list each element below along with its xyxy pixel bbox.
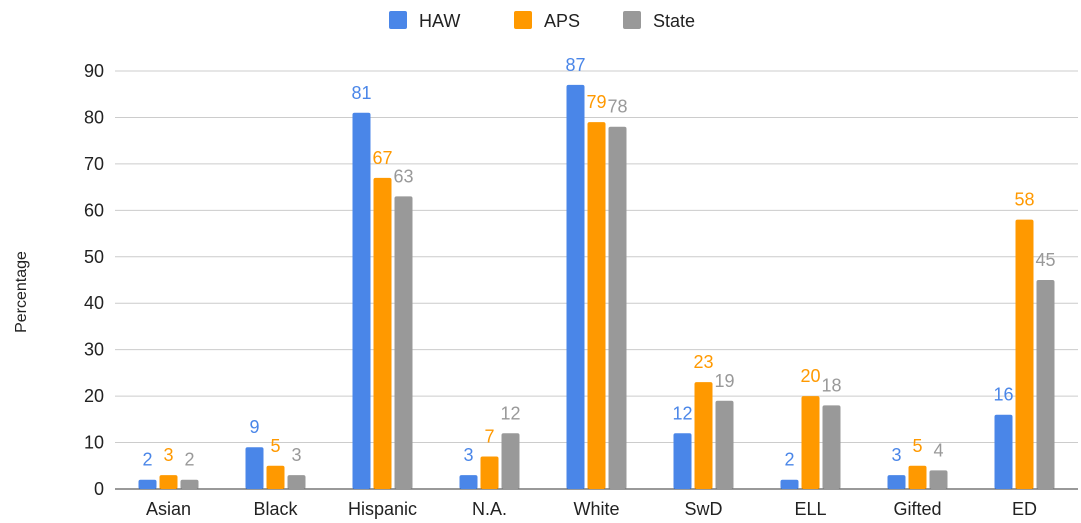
data-label: 67	[372, 148, 392, 168]
bar-state	[608, 126, 627, 489]
x-category-label: N.A.	[472, 499, 507, 519]
bar-haw	[245, 447, 264, 489]
y-tick-label: 90	[84, 61, 104, 81]
bar-haw	[352, 112, 371, 490]
legend-label: HAW	[419, 11, 460, 31]
bar-aps	[694, 382, 713, 489]
y-axis-label: Percentage	[13, 251, 30, 333]
bar-state	[1036, 280, 1055, 489]
legend-label: APS	[544, 11, 580, 31]
bar-aps	[373, 177, 392, 490]
data-label: 2	[184, 450, 194, 470]
data-label: 79	[586, 92, 606, 112]
bar-aps	[480, 456, 499, 489]
y-tick-label: 50	[84, 247, 104, 267]
data-label: 3	[891, 445, 901, 465]
legend-swatch-state	[623, 11, 641, 29]
bar-aps	[266, 465, 285, 489]
data-label: 23	[693, 352, 713, 372]
data-label: 16	[993, 385, 1013, 405]
data-label: 18	[821, 375, 841, 395]
data-label: 9	[249, 417, 259, 437]
y-tick-label: 40	[84, 293, 104, 313]
bar-aps	[801, 396, 820, 489]
bar-haw	[138, 479, 157, 489]
data-label: 2	[142, 450, 152, 470]
bar-haw	[566, 84, 585, 489]
y-tick-label: 70	[84, 154, 104, 174]
data-label: 12	[500, 403, 520, 423]
data-label: 63	[393, 166, 413, 186]
legend-swatch-aps	[514, 11, 532, 29]
y-tick-label: 60	[84, 200, 104, 220]
data-label: 5	[270, 436, 280, 456]
x-category-label: White	[573, 499, 619, 519]
bar-state	[929, 470, 948, 489]
x-category-label: ELL	[794, 499, 826, 519]
bar-state	[715, 400, 734, 489]
y-tick-label: 80	[84, 107, 104, 127]
data-label: 81	[351, 83, 371, 103]
legend: HAW APS State	[389, 11, 695, 31]
bar-haw	[780, 479, 799, 489]
y-tick-label: 10	[84, 433, 104, 453]
legend-label: State	[653, 11, 695, 31]
data-label: 2	[784, 450, 794, 470]
x-category-label: Gifted	[893, 499, 941, 519]
data-label: 20	[800, 366, 820, 386]
bar-aps	[159, 475, 178, 489]
data-label: 3	[463, 445, 473, 465]
bar-state	[501, 433, 520, 489]
x-category-label: ED	[1012, 499, 1037, 519]
x-axis-categories: Asian Black Hispanic N.A. White SwD ELL Gifted E…	[146, 499, 1037, 519]
data-label: 19	[714, 371, 734, 391]
bar-haw	[459, 475, 478, 489]
bar-haw	[887, 475, 906, 489]
legend-swatch-haw	[389, 11, 407, 29]
bar-state	[822, 405, 841, 489]
y-tick-label: 20	[84, 386, 104, 406]
x-category-label: Black	[253, 499, 298, 519]
data-label: 7	[484, 426, 494, 446]
bar-state	[394, 196, 413, 489]
y-axis-ticks: 0 10 20 30 40 50 60 70 80 90	[84, 61, 104, 499]
data-label: 58	[1014, 190, 1034, 210]
x-category-label: SwD	[684, 499, 722, 519]
data-label: 3	[163, 445, 173, 465]
bar-aps	[1015, 219, 1034, 489]
data-label: 3	[291, 445, 301, 465]
bar-state	[287, 475, 306, 489]
bar-aps	[908, 465, 927, 489]
data-label: 12	[672, 403, 692, 423]
bars	[138, 84, 1055, 490]
data-label: 5	[912, 436, 922, 456]
x-category-label: Asian	[146, 499, 191, 519]
data-label: 78	[607, 97, 627, 117]
bar-state	[180, 479, 199, 489]
x-category-label: Hispanic	[348, 499, 417, 519]
y-tick-label: 30	[84, 340, 104, 360]
data-label: 4	[933, 440, 943, 460]
data-label: 87	[565, 55, 585, 75]
data-label: 45	[1035, 250, 1055, 270]
bar-haw	[673, 433, 692, 489]
bar-haw	[994, 414, 1013, 489]
y-tick-label: 0	[94, 479, 104, 499]
bar-aps	[587, 122, 606, 489]
